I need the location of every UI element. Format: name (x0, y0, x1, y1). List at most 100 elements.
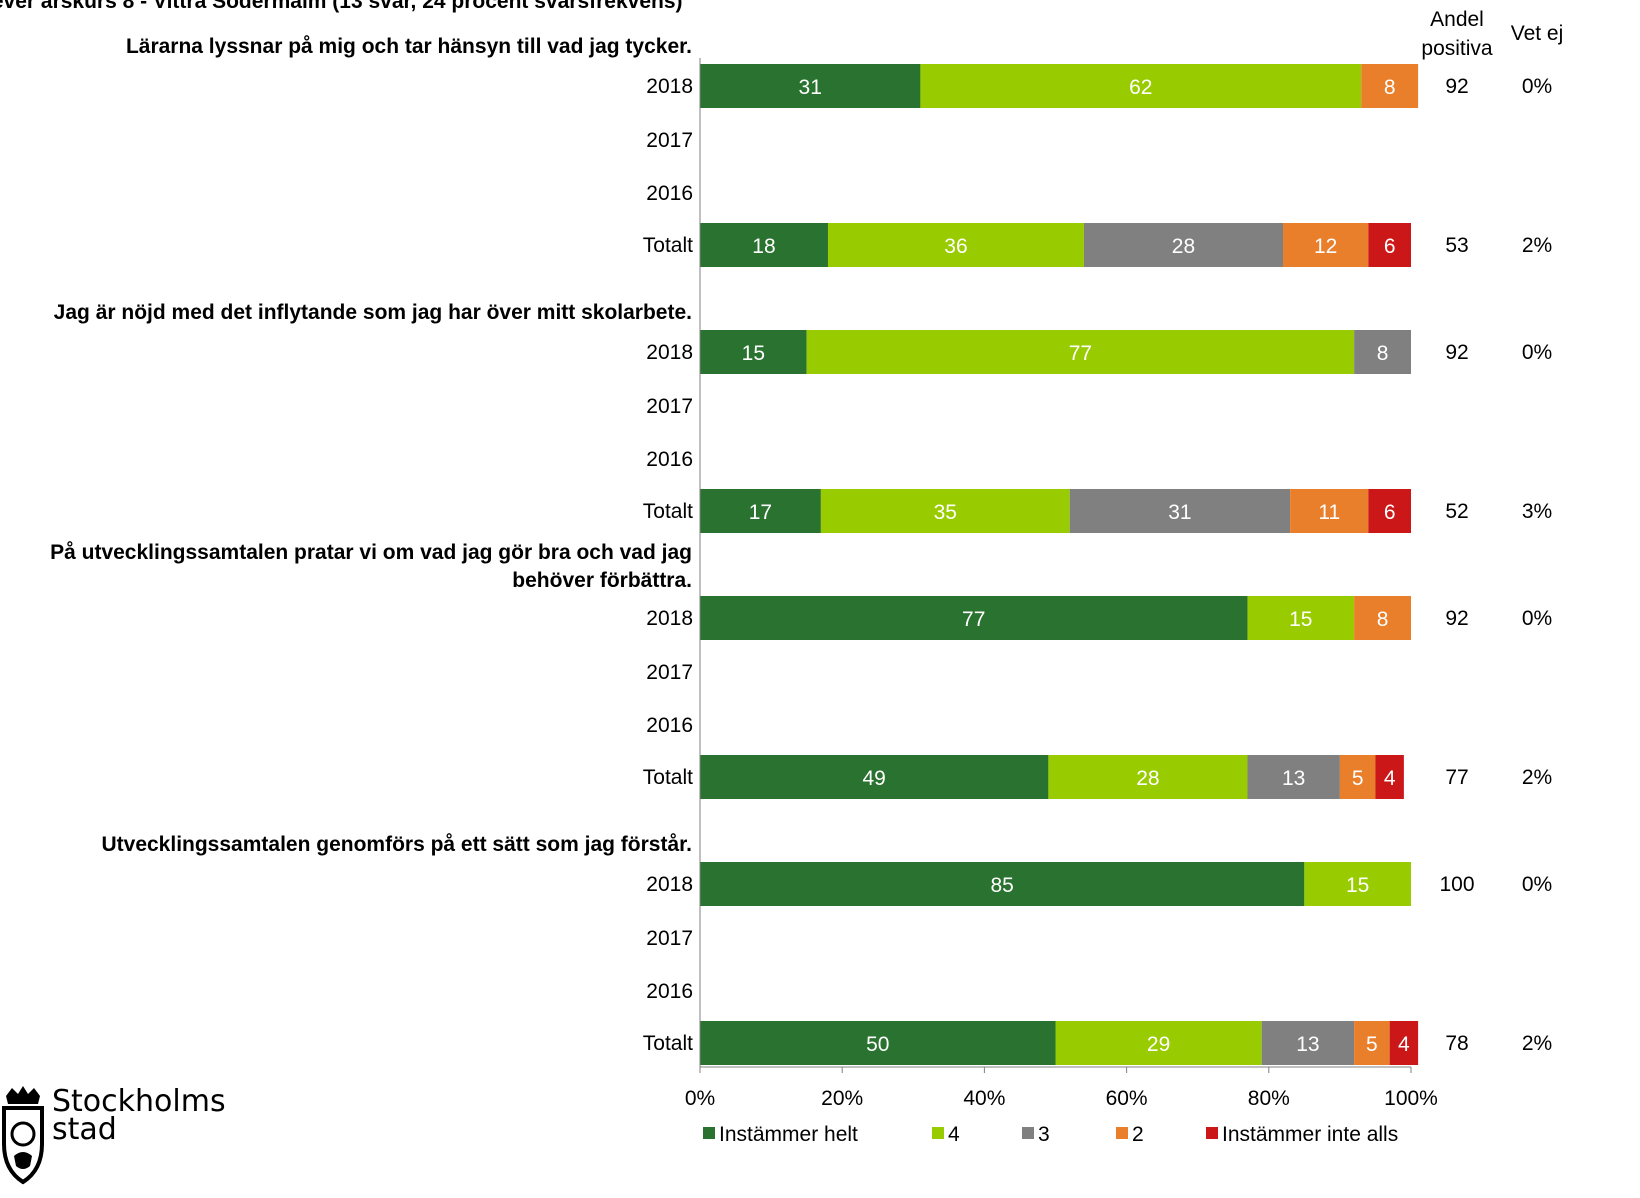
bar-segment-1 (700, 64, 921, 108)
bar-value-label: 85 (990, 874, 1013, 897)
bar-segment-3 (1261, 1021, 1355, 1065)
vet-ej-header: Vet ej (1511, 22, 1564, 45)
bar-value-label: 31 (799, 76, 822, 99)
row-label: 2018 (646, 873, 693, 896)
x-tick-label: 100% (1384, 1087, 1438, 1110)
bar-segment-2 (1048, 755, 1248, 799)
bar-segment-2 (1055, 1021, 1262, 1065)
bar-value-label: 18 (752, 235, 775, 258)
legend-label: Instämmer inte alls (1222, 1123, 1398, 1146)
bar-value-label: 8 (1384, 76, 1396, 99)
bar-value-label: 5 (1352, 767, 1364, 790)
bar-value-label: 15 (742, 342, 765, 365)
vet-ej-value: 3% (1522, 500, 1552, 523)
row-label: 2016 (646, 448, 693, 471)
bar-segment-2 (1304, 862, 1411, 906)
bar-value-label: 28 (1172, 235, 1195, 258)
bar-segment-5 (1375, 755, 1404, 799)
logo-text: Stockholms stad (52, 1084, 226, 1147)
bar-value-label: 4 (1398, 1033, 1410, 1056)
legend-label: 4 (948, 1123, 960, 1146)
legend-label: 2 (1132, 1123, 1144, 1146)
bar-value-label: 15 (1289, 608, 1312, 631)
vet-ej-value: 2% (1522, 1032, 1552, 1055)
logo-line-1: Stockholms (52, 1084, 226, 1119)
row-label: 2017 (646, 395, 693, 418)
bar-value-label: 62 (1129, 76, 1152, 99)
vet-ej-value: 2% (1522, 234, 1552, 257)
legend-label: 3 (1038, 1123, 1050, 1146)
bar-value-label: 12 (1314, 235, 1337, 258)
bar-value-label: 8 (1377, 342, 1389, 365)
legend-swatch (1116, 1127, 1128, 1139)
bar-value-label: 35 (934, 501, 957, 524)
bar-value-label: 6 (1384, 235, 1396, 258)
bar-value-label: 5 (1366, 1033, 1378, 1056)
bar-value-label: 77 (962, 608, 985, 631)
andel-positiva-value: 92 (1445, 341, 1468, 364)
legend-swatch (1022, 1127, 1034, 1139)
question-text: Utvecklingssamtalen genomförs på ett sät… (101, 833, 692, 856)
vet-ej-value: 0% (1522, 873, 1552, 896)
bar-segment-3 (1354, 330, 1411, 374)
bar-segment-1 (700, 755, 1049, 799)
bar-segment-1 (700, 489, 821, 533)
bar-value-label: 17 (749, 501, 772, 524)
bar-value-label: 29 (1147, 1033, 1170, 1056)
vet-ej-value: 0% (1522, 341, 1552, 364)
bar-segment-1 (700, 223, 828, 267)
andel-positiva-value: 100 (1439, 873, 1474, 896)
logo-line-2: stad (52, 1112, 117, 1147)
x-tick-label: 20% (821, 1087, 863, 1110)
bar-value-label: 11 (1318, 501, 1340, 524)
legend-swatch (703, 1127, 715, 1139)
bar-value-label: 13 (1296, 1033, 1319, 1056)
vet-ej-value: 0% (1522, 75, 1552, 98)
question-text-cont: behöver förbättra. (512, 569, 692, 592)
bar-segment-4 (1283, 223, 1369, 267)
row-label: 2017 (646, 927, 693, 950)
bar-value-label: 31 (1168, 501, 1191, 524)
row-label: Totalt (643, 1032, 693, 1055)
legend-swatch (932, 1127, 944, 1139)
bar-value-label: 77 (1069, 342, 1092, 365)
bar-value-label: 49 (863, 767, 886, 790)
andel-positiva-value: 52 (1445, 500, 1468, 523)
bar-segment-3 (1247, 755, 1340, 799)
legend-label: Instämmer helt (719, 1123, 858, 1146)
row-label: Totalt (643, 234, 693, 257)
row-label: 2016 (646, 980, 693, 1003)
bar-segment-2 (820, 489, 1070, 533)
bar-value-label: 15 (1346, 874, 1369, 897)
bar-value-label: 6 (1384, 501, 1396, 524)
bar-segment-5 (1368, 223, 1411, 267)
stockholms-stad-logo: Stockholms stad (0, 1086, 230, 1198)
bar-segment-4 (1290, 489, 1369, 533)
legend-swatch (1206, 1127, 1218, 1139)
question-text: Lärarna lyssnar på mig och tar hänsyn ti… (126, 35, 692, 58)
vet-ej-value: 0% (1522, 607, 1552, 630)
row-label: 2016 (646, 182, 693, 205)
question-text: På utvecklingssamtalen pratar vi om vad … (50, 541, 692, 564)
bar-segment-1 (700, 1021, 1056, 1065)
bar-segment-1 (700, 862, 1305, 906)
bar-value-label: 4 (1384, 767, 1396, 790)
bar-value-label: 36 (944, 235, 967, 258)
bar-segment-2 (806, 330, 1355, 374)
andel-positiva-value: 92 (1445, 75, 1468, 98)
andel-header-line-2: positiva (1421, 37, 1493, 60)
bar-segment-3 (1069, 489, 1291, 533)
andel-positiva-value: 92 (1445, 607, 1468, 630)
chart-title: Elever årskurs 8 - Vittra Södermalm (13 … (0, 0, 683, 13)
bar-segment-5 (1368, 489, 1411, 533)
row-label: Totalt (643, 500, 693, 523)
bar-segment-4 (1339, 755, 1376, 799)
row-label: 2018 (646, 341, 693, 364)
bar-segment-5 (1389, 1021, 1419, 1065)
x-tick-label: 60% (1106, 1087, 1148, 1110)
bar-value-label: 50 (866, 1033, 889, 1056)
x-tick-label: 0% (685, 1087, 715, 1110)
andel-header-line-1: Andel (1430, 8, 1484, 31)
bar-segment-3 (1083, 223, 1284, 267)
